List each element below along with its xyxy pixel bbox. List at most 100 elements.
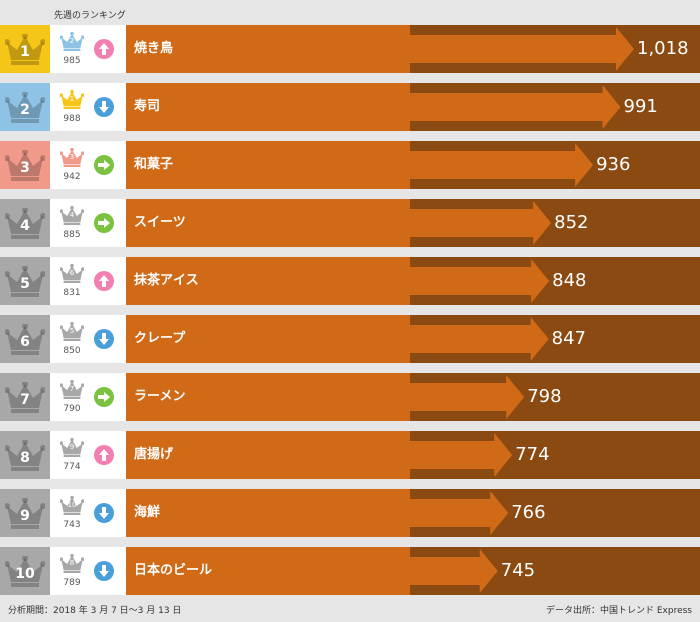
bar-track: 焼き鳥 1,018	[126, 25, 700, 73]
bar-arrow	[126, 375, 525, 419]
category-label: 唐揚げ	[134, 447, 174, 462]
category-label: ラーメン	[134, 389, 186, 404]
previous-crown-icon	[60, 148, 84, 167]
previous-score: 850	[63, 346, 81, 356]
category-label: 海鮮	[134, 505, 161, 520]
trend-down-icon	[94, 561, 114, 581]
bar-track: 寿司 991	[126, 83, 700, 131]
trend-same-icon	[94, 155, 114, 175]
prev-week-header: 先週のランキング	[54, 11, 126, 21]
crown-icon	[5, 382, 45, 413]
previous-rank-number: 3	[69, 153, 75, 161]
previous-rank-box: 2 985	[50, 25, 126, 73]
crown-icon	[5, 440, 45, 471]
bar-track: ラーメン 798	[126, 373, 700, 421]
previous-crown-icon	[60, 90, 84, 109]
rank-box: 9	[0, 489, 50, 537]
value-label: 1,018	[637, 38, 689, 59]
previous-rank-box: 8 789	[50, 547, 126, 595]
previous-rank-box: 6 831	[50, 257, 126, 305]
previous-rank-number: 2	[69, 37, 75, 45]
value-label: 848	[552, 270, 587, 291]
previous-score: 831	[63, 288, 81, 298]
previous-crown-icon	[60, 496, 84, 515]
rank-box: 8	[0, 431, 50, 479]
previous-rank-box: 7 790	[50, 373, 126, 421]
trend-down-icon	[94, 329, 114, 349]
bar	[126, 143, 594, 187]
crown-icon	[5, 498, 45, 529]
previous-rank-box: 1 988	[50, 83, 126, 131]
rank-number: 5	[20, 276, 30, 292]
bar	[126, 85, 621, 129]
value-label: 852	[554, 212, 589, 233]
value-label: 936	[596, 154, 631, 175]
previous-crown-icon	[60, 380, 84, 399]
rank-number: 1	[20, 44, 30, 60]
rank-box: 10	[0, 547, 50, 595]
ranking-row: 3 3 942 和菓子 936	[0, 141, 700, 189]
rank-box: 3	[0, 141, 50, 189]
category-label: 抹茶アイス	[134, 273, 199, 288]
previous-crown-icon	[60, 438, 84, 457]
trend-up-icon	[94, 271, 114, 291]
value-label: 991	[623, 96, 658, 117]
previous-rank-number: 10	[67, 501, 77, 509]
analysis-period: 分析期間：2018 年 3 月 7 日〜3 月 13 日	[8, 606, 182, 616]
previous-crown-icon	[60, 32, 84, 51]
bar-track: クレープ 847	[126, 315, 700, 363]
category-label: 日本のビール	[134, 563, 213, 578]
trend-same-icon	[94, 387, 114, 407]
crown-icon	[5, 266, 45, 297]
rank-number: 6	[20, 334, 30, 350]
category-label: スイーツ	[134, 215, 186, 230]
category-label: 焼き鳥	[134, 41, 174, 56]
crown-icon	[5, 92, 45, 123]
bar	[126, 27, 634, 71]
ranking-row: 10 8 789 日本のビール 745	[0, 547, 700, 595]
trend-down-icon	[94, 503, 114, 523]
rank-box: 4	[0, 199, 50, 247]
value-label: 766	[511, 502, 546, 523]
bar	[126, 317, 549, 361]
category-label: 和菓子	[134, 157, 174, 172]
previous-score: 885	[63, 230, 81, 240]
bar-arrow	[126, 27, 634, 71]
bar-arrow	[126, 433, 513, 477]
bar	[126, 549, 498, 593]
previous-rank-number: 9	[69, 443, 75, 451]
value-label: 774	[515, 444, 550, 465]
previous-crown-icon	[60, 264, 84, 283]
value-label: 847	[551, 328, 587, 349]
previous-score: 942	[63, 172, 81, 182]
previous-score: 790	[63, 404, 81, 414]
bar	[126, 491, 509, 535]
previous-rank-number: 5	[69, 327, 75, 335]
ranking-row: 4 4 885 スイーツ 852	[0, 199, 700, 247]
rank-number: 2	[20, 102, 30, 118]
ranking-row: 5 6 831 抹茶アイス 848	[0, 257, 700, 305]
bar-arrow	[126, 143, 594, 187]
previous-crown-icon	[60, 322, 84, 341]
rank-box: 2	[0, 83, 50, 131]
previous-crown-icon	[60, 206, 84, 225]
rank-box: 6	[0, 315, 50, 363]
previous-score: 774	[63, 462, 81, 472]
crown-icon	[5, 150, 45, 181]
bar-track: スイーツ 852	[126, 199, 700, 247]
bar	[126, 259, 550, 303]
crown-icon	[5, 324, 45, 355]
previous-score: 743	[63, 520, 81, 530]
previous-rank-number: 8	[69, 559, 75, 567]
rank-box: 1	[0, 25, 50, 73]
rank-number: 9	[20, 508, 30, 524]
rank-box: 5	[0, 257, 50, 305]
category-label: クレープ	[134, 331, 186, 346]
previous-rank-box: 3 942	[50, 141, 126, 189]
bar	[126, 433, 513, 477]
value-label: 745	[500, 560, 536, 581]
rank-number: 10	[15, 566, 35, 582]
bar	[126, 375, 525, 419]
bar-arrow	[126, 317, 549, 361]
bar-arrow	[126, 491, 509, 535]
